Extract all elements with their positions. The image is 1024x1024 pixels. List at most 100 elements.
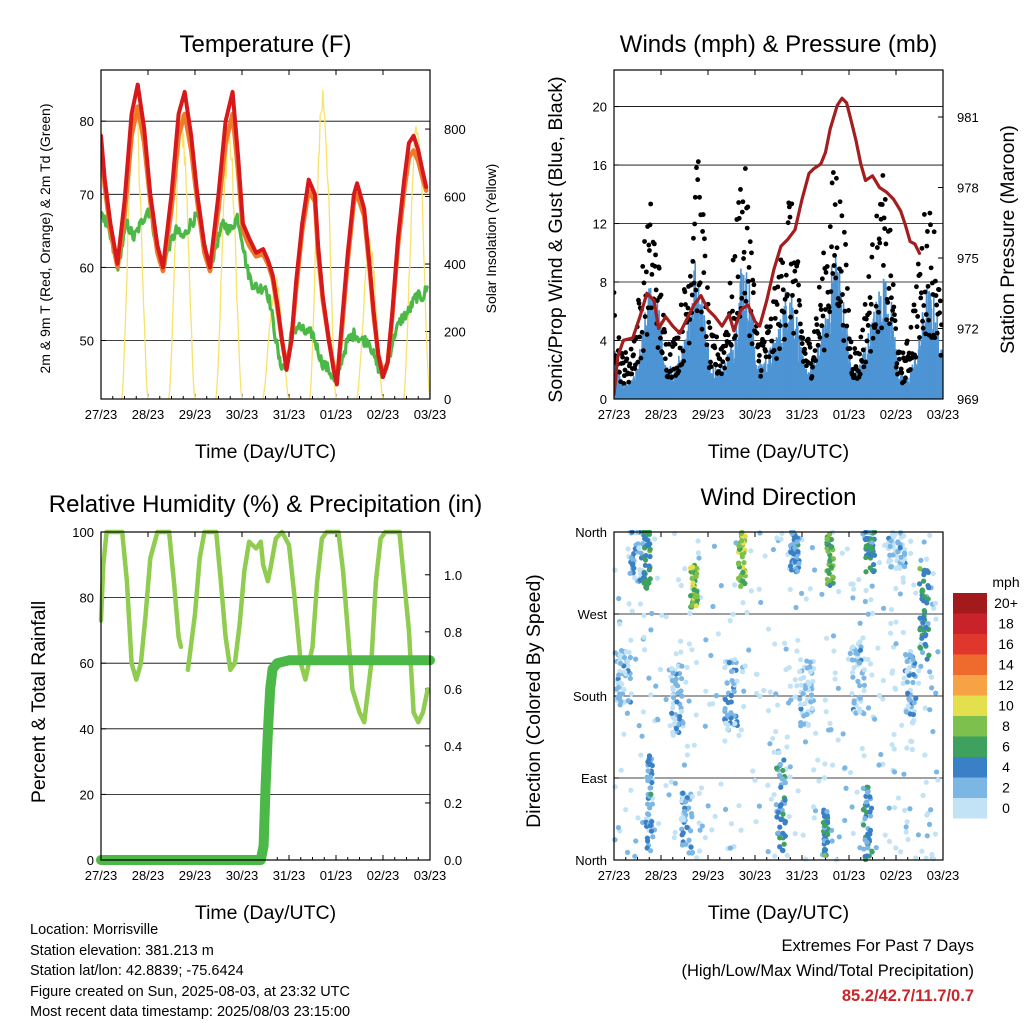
direction-point <box>622 669 628 675</box>
x-tick-label: 29/23 <box>692 407 725 422</box>
direction-point <box>893 619 899 625</box>
direction-point <box>768 796 774 802</box>
gust-point <box>832 202 838 208</box>
gust-point <box>641 280 647 286</box>
direction-point <box>695 550 702 556</box>
gust-point <box>725 332 731 338</box>
gust-point <box>937 310 943 316</box>
direction-point <box>689 794 695 800</box>
gust-point <box>841 338 847 344</box>
direction-point <box>672 829 678 836</box>
direction-point <box>901 533 907 539</box>
direction-point <box>732 582 738 588</box>
gust-point <box>868 348 874 354</box>
gust-point <box>713 362 719 368</box>
direction-point <box>824 635 830 641</box>
direction-point <box>904 690 911 696</box>
direction-point <box>741 688 747 694</box>
y-tick-label: North <box>575 853 607 868</box>
direction-point <box>629 562 636 568</box>
direction-point <box>795 788 801 794</box>
gust-point <box>774 302 780 307</box>
direction-point <box>904 819 910 825</box>
gust-point <box>819 323 825 329</box>
y-axis-label: Percent & Total Rainfall <box>28 601 50 803</box>
gust-point <box>648 201 654 207</box>
direction-point <box>893 585 899 592</box>
chart-panel-2: 0 4 8 12 16 20 969 972 975 978 981 27/23 28/23 29/23 3… <box>545 31 1019 463</box>
direction-point <box>679 663 685 669</box>
direction-point <box>797 702 804 708</box>
gust-point <box>823 307 828 312</box>
gust-point <box>757 353 762 358</box>
gust-point <box>624 356 630 362</box>
gust-point <box>847 346 853 351</box>
gust-point <box>898 366 904 372</box>
direction-point <box>886 838 893 845</box>
extremes-title: Extremes For Past 7 Days <box>781 937 974 955</box>
direction-point <box>647 785 653 791</box>
gust-point <box>675 335 681 341</box>
direction-point <box>863 554 869 561</box>
gust-point <box>636 300 642 306</box>
direction-point <box>778 816 784 823</box>
gust-point <box>747 333 753 339</box>
direction-point <box>678 675 685 682</box>
y2-axis-label: Solar Insolation (Yellow) <box>483 164 499 314</box>
direction-point <box>722 806 729 813</box>
direction-point <box>678 708 685 715</box>
gust-point <box>939 322 943 328</box>
direction-point <box>904 745 910 751</box>
direction-point <box>728 668 735 674</box>
direction-point <box>682 799 689 805</box>
direction-point <box>629 608 635 614</box>
direction-point <box>865 833 871 839</box>
gust-point <box>700 212 706 217</box>
direction-point <box>732 720 738 727</box>
gust-point <box>812 348 818 353</box>
direction-point <box>827 558 833 564</box>
gust-point <box>931 229 937 235</box>
direction-point <box>797 696 803 702</box>
gust-point <box>900 350 906 356</box>
direction-point <box>736 543 742 549</box>
gust-point <box>771 347 777 353</box>
gust-point <box>903 358 909 363</box>
direction-point <box>933 616 939 622</box>
direction-point <box>865 784 871 790</box>
gust-point <box>879 325 885 331</box>
direction-point <box>641 612 647 619</box>
direction-point <box>693 712 699 718</box>
x-tick-label: 28/23 <box>645 868 678 883</box>
gust-point <box>642 239 647 244</box>
direction-point <box>612 567 618 573</box>
direction-point <box>711 543 718 549</box>
direction-point <box>800 832 806 838</box>
gust-point <box>712 345 718 351</box>
direction-point <box>621 731 627 737</box>
direction-point <box>867 827 874 833</box>
direction-point <box>643 552 649 559</box>
gust-point <box>838 268 844 274</box>
gust-point <box>928 265 934 271</box>
colorbar-label: 10 <box>998 698 1014 714</box>
direction-point <box>645 768 651 774</box>
colorbar-cell <box>953 695 987 716</box>
gust-point <box>824 333 830 338</box>
direction-point <box>899 722 905 728</box>
direction-point <box>689 575 695 582</box>
direction-point <box>827 720 833 727</box>
y-tick-label: 20 <box>593 100 607 115</box>
gust-point <box>840 292 845 297</box>
gust-point <box>769 338 775 344</box>
colorbar-cell <box>953 654 987 675</box>
direction-point <box>648 791 654 797</box>
direction-point <box>627 654 634 661</box>
gust-point <box>736 200 742 205</box>
direction-point <box>915 680 922 686</box>
gust-point <box>834 245 840 251</box>
direction-point <box>677 638 684 644</box>
y-tick-label: 12 <box>593 217 607 232</box>
direction-point <box>663 782 669 789</box>
direction-point <box>774 814 780 820</box>
